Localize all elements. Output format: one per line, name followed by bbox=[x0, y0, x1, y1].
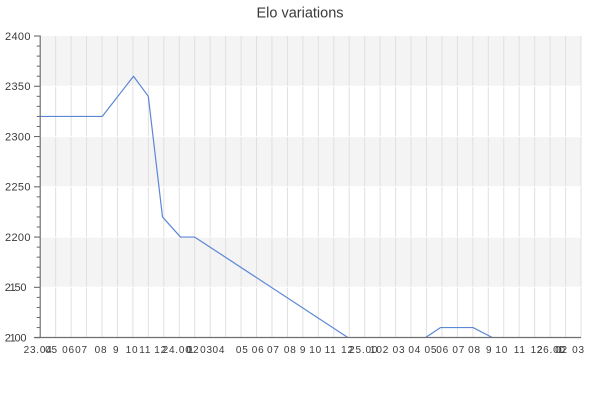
svg-text:2100: 2100 bbox=[5, 333, 27, 345]
svg-text:2300: 2300 bbox=[5, 131, 31, 143]
svg-text:03: 03 bbox=[572, 345, 585, 356]
svg-text:1: 1 bbox=[370, 345, 376, 356]
svg-text:2150: 2150 bbox=[5, 282, 27, 294]
svg-text:2350: 2350 bbox=[5, 81, 31, 93]
svg-text:04: 04 bbox=[408, 345, 421, 356]
svg-text:1: 1 bbox=[188, 345, 194, 356]
svg-text:10: 10 bbox=[126, 345, 139, 356]
svg-text:2200: 2200 bbox=[5, 232, 31, 244]
svg-text:07: 07 bbox=[75, 345, 88, 356]
svg-text:9: 9 bbox=[300, 345, 306, 356]
svg-text:23.04: 23.04 bbox=[24, 345, 53, 356]
svg-text:05: 05 bbox=[425, 345, 438, 356]
svg-text:02: 02 bbox=[376, 345, 389, 356]
svg-text:Elo variations: Elo variations bbox=[256, 6, 343, 22]
svg-text:1: 1 bbox=[558, 345, 564, 356]
svg-text:12: 12 bbox=[154, 345, 167, 356]
svg-text:12: 12 bbox=[531, 345, 544, 356]
svg-text:11: 11 bbox=[325, 345, 337, 356]
svg-text:08: 08 bbox=[284, 345, 297, 356]
svg-text:05: 05 bbox=[45, 345, 58, 356]
svg-text:04: 04 bbox=[213, 345, 226, 356]
svg-text:02: 02 bbox=[555, 345, 568, 356]
svg-text:2400: 2400 bbox=[5, 31, 31, 43]
svg-text:9: 9 bbox=[486, 345, 492, 356]
svg-text:03: 03 bbox=[393, 345, 406, 356]
svg-text:06: 06 bbox=[62, 345, 75, 356]
svg-text:25.00: 25.00 bbox=[349, 345, 378, 356]
svg-text:24.00: 24.00 bbox=[163, 345, 192, 356]
svg-text:2250: 2250 bbox=[5, 182, 31, 194]
svg-text:05: 05 bbox=[236, 345, 249, 356]
svg-text:08: 08 bbox=[95, 345, 108, 356]
svg-text:11: 11 bbox=[139, 345, 151, 356]
svg-text:08: 08 bbox=[468, 345, 481, 356]
svg-text:9: 9 bbox=[113, 345, 119, 356]
svg-text:06: 06 bbox=[436, 345, 449, 356]
svg-text:12: 12 bbox=[341, 345, 354, 356]
svg-text:03: 03 bbox=[200, 345, 213, 356]
svg-text:26.00: 26.00 bbox=[537, 345, 566, 356]
svg-text:11: 11 bbox=[514, 345, 526, 356]
svg-text:10: 10 bbox=[495, 345, 508, 356]
svg-text:02: 02 bbox=[187, 345, 200, 356]
svg-text:07: 07 bbox=[452, 345, 465, 356]
svg-text:06: 06 bbox=[252, 345, 265, 356]
svg-text:10: 10 bbox=[309, 345, 322, 356]
svg-text:07: 07 bbox=[267, 345, 280, 356]
